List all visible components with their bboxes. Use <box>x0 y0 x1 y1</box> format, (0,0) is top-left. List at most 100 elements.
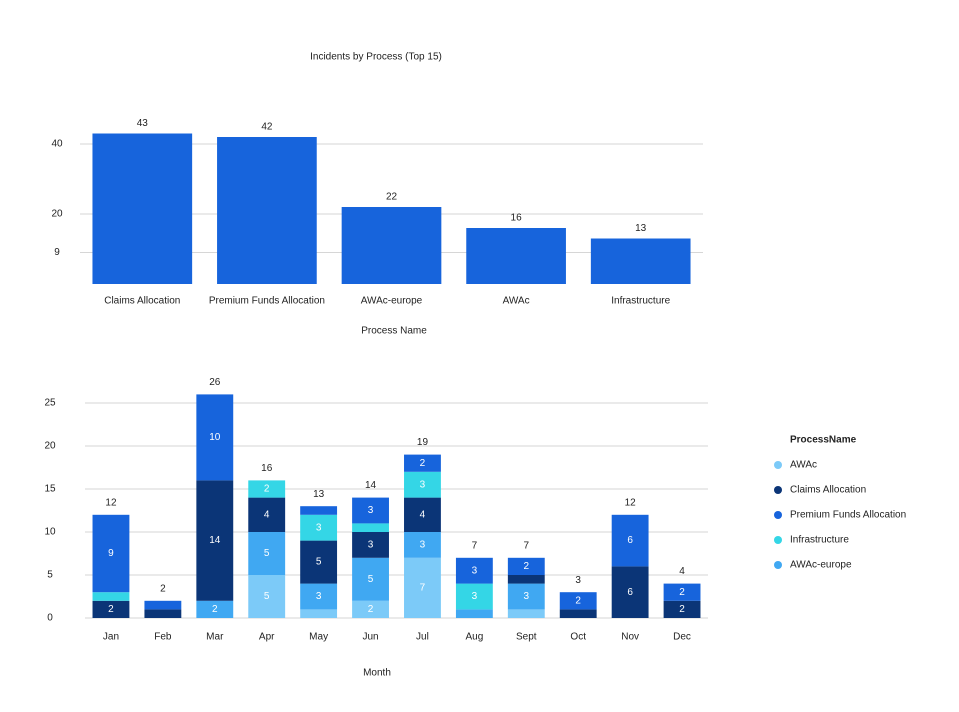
segment-label: 2 <box>575 595 581 606</box>
bar-segment <box>352 600 389 618</box>
bar-segment <box>300 506 338 515</box>
total-label: 16 <box>261 463 273 474</box>
segment-label: 5 <box>316 557 322 568</box>
segment-label: 3 <box>316 522 322 533</box>
segment-label: 7 <box>420 583 426 594</box>
bar-segment <box>144 609 182 618</box>
bar-segment <box>404 532 441 558</box>
bar-segment <box>455 609 493 618</box>
bar-segment <box>196 394 234 481</box>
segment-label: 14 <box>209 535 221 546</box>
segment-label: 3 <box>472 591 478 602</box>
x-tick-label: Jul <box>416 632 429 643</box>
y-tick-label: 20 <box>44 441 56 452</box>
bar-segment <box>455 557 493 584</box>
bar-segment <box>352 523 389 532</box>
data-label: 42 <box>261 122 273 133</box>
total-label: 2 <box>160 583 166 594</box>
bar-segment <box>92 592 130 601</box>
x-tick-label: Mar <box>206 632 224 643</box>
data-label: 13 <box>635 223 647 234</box>
x-tick-label: Apr <box>259 632 275 643</box>
bar-segment <box>611 566 649 618</box>
total-label: 13 <box>313 489 325 500</box>
bar-segment <box>248 575 286 618</box>
bar-segment <box>352 557 389 601</box>
bar-segment <box>300 609 338 618</box>
segment-label: 3 <box>472 565 478 576</box>
segment-label: 3 <box>420 540 426 551</box>
legend-marker <box>774 511 782 519</box>
legend-marker <box>774 486 782 494</box>
segment-label: 3 <box>420 479 426 490</box>
total-label: 14 <box>365 480 377 491</box>
segment-label: 3 <box>368 540 374 551</box>
segment-label: 6 <box>627 587 633 598</box>
bar-segment <box>507 557 545 575</box>
x-tick-label: May <box>309 632 328 643</box>
bar-segment <box>248 532 286 575</box>
y-tick-label: 15 <box>44 484 56 495</box>
segment-label: 9 <box>108 548 114 559</box>
bar-segment <box>663 583 701 601</box>
x-tick-label: AWAc <box>503 296 530 307</box>
bar <box>590 238 691 284</box>
bar-segment <box>300 514 338 541</box>
bar-segment <box>144 600 182 610</box>
x-tick-label: Sept <box>516 632 537 643</box>
total-label: 3 <box>575 575 581 586</box>
segment-label: 4 <box>264 509 270 520</box>
x-tick-label: Dec <box>673 632 691 643</box>
segment-label: 5 <box>264 548 270 559</box>
total-label: 12 <box>625 497 637 508</box>
x-tick-label: Jan <box>103 632 119 643</box>
x-tick-label: Claims Allocation <box>104 296 180 307</box>
bar <box>341 207 442 284</box>
x-tick-label: Infrastructure <box>611 296 670 307</box>
bar-segment <box>404 471 441 498</box>
bar-segment <box>92 514 130 593</box>
bar-segment <box>248 497 286 532</box>
legend-marker <box>774 536 782 544</box>
legend-label: Premium Funds Allocation <box>790 510 906 521</box>
bar-segment <box>92 600 130 618</box>
legend-marker <box>774 561 782 569</box>
segment-label: 3 <box>368 505 374 516</box>
x-tick-label: Jun <box>362 632 378 643</box>
legend-marker <box>774 461 782 469</box>
y-tick-label: 20 <box>51 209 63 220</box>
data-label: 43 <box>137 118 149 129</box>
bar <box>466 228 566 284</box>
total-label: 19 <box>417 437 429 448</box>
data-label: 22 <box>386 192 398 203</box>
bar-segment <box>300 540 338 584</box>
bar-segment <box>404 557 441 618</box>
x-tick-label: Oct <box>570 632 586 643</box>
legend-title: ProcessName <box>790 435 857 446</box>
y-tick-label: 10 <box>44 527 56 538</box>
bar-segment <box>663 600 701 618</box>
segment-label: 2 <box>368 604 374 615</box>
x-tick-label: Aug <box>465 632 483 643</box>
segment-label: 2 <box>264 484 270 495</box>
legend-label: AWAc-europe <box>790 560 852 571</box>
segment-label: 3 <box>524 591 530 602</box>
y-tick-label: 9 <box>54 247 60 258</box>
bar-segment <box>352 497 389 524</box>
segment-label: 3 <box>316 591 322 602</box>
segment-label: 2 <box>108 604 114 615</box>
total-label: 12 <box>105 497 117 508</box>
y-tick-label: 40 <box>51 139 63 150</box>
segment-label: 6 <box>627 535 633 546</box>
y-tick-label: 0 <box>47 613 53 624</box>
legend-label: AWAc <box>790 460 817 471</box>
y-tick-label: 5 <box>47 570 53 581</box>
segment-label: 5 <box>368 574 374 585</box>
chart-title: Incidents by Process (Top 15) <box>310 52 442 63</box>
segment-label: 2 <box>679 604 685 615</box>
x-tick-label: Premium Funds Allocation <box>209 296 325 307</box>
legend-label: Claims Allocation <box>790 485 866 496</box>
bar-segment <box>507 609 545 618</box>
segment-label: 2 <box>420 458 426 469</box>
total-label: 26 <box>209 377 221 388</box>
